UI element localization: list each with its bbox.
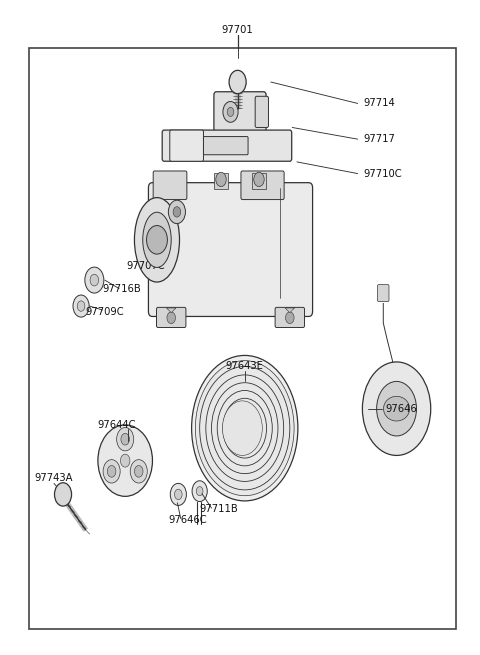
Circle shape [85,267,104,293]
Text: 97714: 97714 [363,98,395,109]
Circle shape [77,301,85,311]
Circle shape [108,466,116,477]
Bar [29,48,456,629]
FancyBboxPatch shape [275,307,304,328]
FancyBboxPatch shape [156,307,186,328]
Text: 97717: 97717 [363,134,395,144]
Circle shape [55,483,72,506]
Circle shape [173,207,180,217]
FancyBboxPatch shape [214,92,266,132]
Polygon shape [167,308,176,312]
Circle shape [192,481,207,502]
Ellipse shape [143,212,171,267]
Circle shape [121,434,130,445]
Text: 97643E: 97643E [226,362,264,371]
Circle shape [362,362,431,455]
Text: 97701: 97701 [222,25,253,35]
Circle shape [238,419,252,438]
Circle shape [196,487,203,496]
Text: 97716B: 97716B [102,284,141,293]
Bar [214,173,228,189]
Ellipse shape [384,396,409,421]
Text: 97709C: 97709C [86,307,124,317]
Circle shape [286,312,294,324]
Circle shape [227,107,234,117]
Ellipse shape [222,401,262,455]
Circle shape [134,466,143,477]
Circle shape [167,312,176,324]
Circle shape [192,356,298,501]
Ellipse shape [134,198,180,282]
Circle shape [223,102,238,122]
Text: 97646C: 97646C [168,515,207,525]
Circle shape [170,483,186,506]
Text: 97743A: 97743A [35,473,73,483]
FancyBboxPatch shape [204,136,248,155]
Circle shape [229,70,246,94]
Circle shape [216,172,226,187]
Text: 97710C: 97710C [363,168,402,179]
FancyBboxPatch shape [170,130,204,161]
FancyBboxPatch shape [378,285,389,301]
Polygon shape [285,308,295,312]
Circle shape [130,460,147,483]
Circle shape [103,460,120,483]
Circle shape [120,454,130,467]
FancyBboxPatch shape [255,96,268,128]
Circle shape [254,172,264,187]
Circle shape [117,428,134,451]
FancyBboxPatch shape [241,171,284,200]
FancyBboxPatch shape [153,171,187,200]
Circle shape [231,410,258,446]
Circle shape [90,274,98,286]
Text: 97707C: 97707C [126,261,165,271]
Circle shape [73,295,89,317]
Circle shape [146,225,168,254]
Ellipse shape [98,425,153,496]
Text: 97644C: 97644C [97,420,136,430]
Circle shape [168,200,185,223]
Circle shape [377,381,417,436]
Text: 97711B: 97711B [199,504,238,514]
Circle shape [175,489,182,500]
Text: 97646: 97646 [385,403,417,414]
Bar [252,173,266,189]
Circle shape [195,361,294,496]
FancyBboxPatch shape [162,130,292,161]
FancyBboxPatch shape [148,183,312,316]
